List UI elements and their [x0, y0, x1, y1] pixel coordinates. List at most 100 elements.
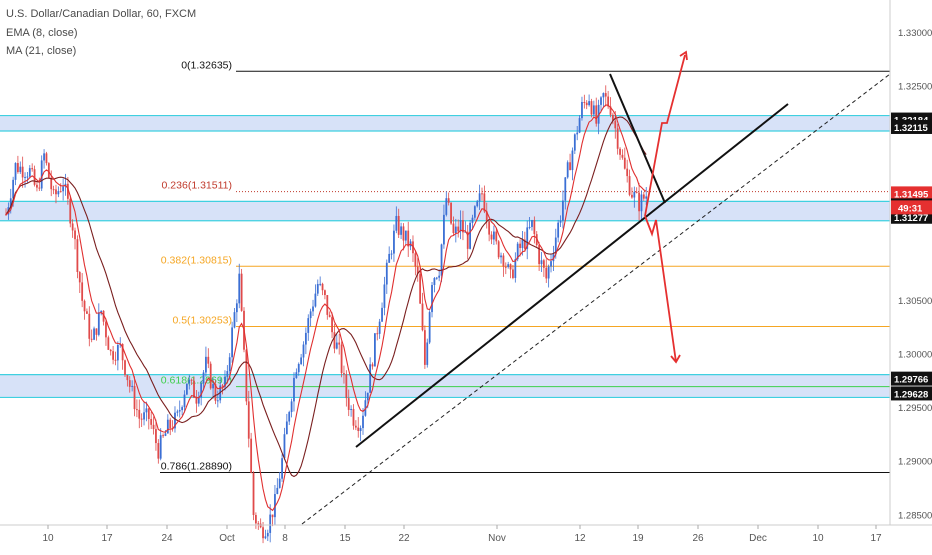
candle-body — [38, 187, 41, 189]
candle-body — [519, 243, 521, 249]
candle-body — [369, 364, 372, 393]
candle-body — [326, 295, 329, 315]
candle-body — [335, 342, 338, 349]
candle-body — [19, 166, 22, 173]
candle-body — [433, 278, 436, 285]
candle-body — [247, 401, 250, 439]
candle-body — [245, 349, 248, 402]
symbol-title: U.S. Dollar/Canadian Dollar, 60, FXCM — [6, 8, 197, 20]
candle-body — [17, 163, 19, 173]
arrow-head-up — [679, 50, 688, 61]
candle-body — [307, 318, 310, 333]
candle-body — [626, 168, 629, 177]
time-tick: 15 — [339, 533, 351, 544]
candle-body — [578, 118, 581, 133]
candle-body — [59, 191, 62, 193]
candle-body — [631, 194, 633, 198]
candle-body — [224, 376, 226, 387]
price-tick: 1.29000 — [898, 457, 932, 468]
candle-body — [169, 419, 172, 429]
price-tag-bg — [891, 386, 932, 401]
candle-body — [185, 383, 188, 395]
candle-body — [571, 150, 574, 171]
candle-body — [407, 230, 410, 247]
fib-label-0: 0(1.32635) — [181, 59, 232, 71]
candle-body — [319, 283, 322, 285]
candle-body — [9, 198, 12, 208]
candle-body — [36, 184, 38, 188]
candle-body — [481, 193, 483, 195]
price-tag: 1.31277 — [894, 213, 928, 224]
candle-body — [178, 410, 181, 412]
candle-body — [585, 102, 588, 106]
price-tag: 1.29766 — [894, 375, 928, 386]
candle-body — [288, 412, 291, 422]
candle-body — [531, 220, 533, 227]
candle-body — [385, 262, 388, 285]
time-tick: 17 — [870, 533, 882, 544]
arrow-head-down — [670, 354, 681, 364]
price-tag: 1.31495 — [894, 189, 929, 200]
candle-body — [466, 231, 469, 249]
candle-body — [28, 168, 31, 177]
candle-body — [159, 435, 162, 459]
candle-body — [443, 214, 445, 245]
price-tag-bg — [891, 186, 932, 201]
candle-body — [345, 374, 348, 399]
candle-body — [516, 243, 519, 260]
candle-body — [240, 273, 243, 311]
time-tick: Oct — [219, 533, 235, 544]
candle-body — [395, 215, 398, 231]
candle-body — [269, 514, 272, 533]
candle-body — [157, 443, 160, 459]
candle-body — [390, 253, 393, 255]
candle-body — [5, 214, 7, 216]
candle-body — [188, 379, 191, 384]
candle-body — [423, 330, 426, 365]
time-tick: 8 — [282, 533, 288, 544]
candle-body — [52, 189, 55, 191]
fib-label-2: 0.382(1.30815) — [161, 254, 232, 266]
candle-body — [462, 220, 464, 233]
candle-body — [88, 313, 91, 339]
candle-body — [183, 394, 186, 408]
candle-body — [533, 220, 536, 235]
time-tick: 10 — [812, 533, 824, 544]
candle-body — [526, 227, 529, 249]
candle-body — [285, 421, 288, 435]
candle-body — [438, 275, 441, 278]
candle-body — [497, 241, 500, 258]
candle-body — [233, 312, 236, 328]
zone-1 — [0, 201, 890, 221]
candle-body — [328, 314, 331, 318]
candle-body — [343, 373, 345, 375]
fib-label-4: 0.618(1.29691) — [161, 375, 232, 387]
candle-body — [421, 303, 424, 331]
candle-body — [607, 96, 610, 107]
indicator-ma-label[interactable]: MA (21, close) — [6, 45, 77, 57]
candle-body — [350, 408, 352, 410]
indicator-ema-label[interactable]: EMA (8, close) — [6, 27, 78, 39]
candle-body — [485, 211, 488, 222]
countdown-label: 49:31 — [898, 203, 923, 214]
time-tick: Nov — [488, 533, 506, 544]
candle-body — [197, 397, 200, 404]
candle-body — [476, 201, 479, 207]
candle-body — [93, 328, 95, 340]
candle-body — [566, 162, 569, 178]
candle-body — [24, 176, 26, 178]
candle-body — [381, 307, 383, 322]
countdown-bg — [891, 200, 932, 215]
candle-body — [31, 168, 34, 170]
candle-body — [604, 93, 607, 97]
price-tag-bg — [891, 371, 932, 386]
candle-body — [638, 192, 640, 212]
candle-body — [276, 487, 279, 495]
candle-body — [264, 536, 267, 539]
candle-body — [469, 222, 471, 249]
candle-body — [312, 306, 314, 312]
candle-body — [209, 363, 212, 389]
candle-body — [95, 328, 98, 335]
